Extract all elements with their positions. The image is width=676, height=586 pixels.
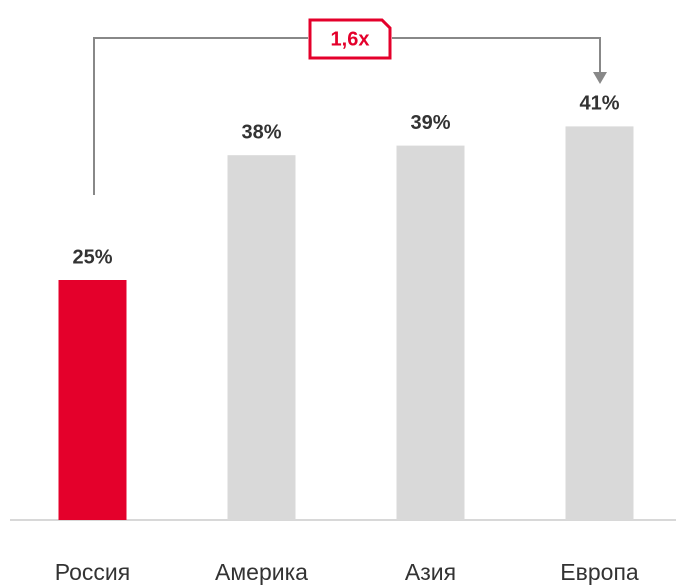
bracket-left [93,37,308,195]
annotation-box [308,18,392,60]
bracket-right [392,37,601,74]
value-label: 41% [579,93,619,115]
bar [396,145,465,520]
x-tick-label: Азия [405,559,456,585]
bar [565,126,634,521]
x-tick-label: Россия [55,559,130,585]
value-label: 25% [72,246,112,268]
bar [227,155,296,520]
x-tick-label: Европа [560,559,639,585]
x-tick-label: Америка [215,559,308,585]
annotation: 1,6x [331,28,370,50]
value-label: 38% [241,121,281,143]
arrow-head [593,72,607,84]
bar [58,280,127,520]
value-label: 39% [410,112,450,134]
